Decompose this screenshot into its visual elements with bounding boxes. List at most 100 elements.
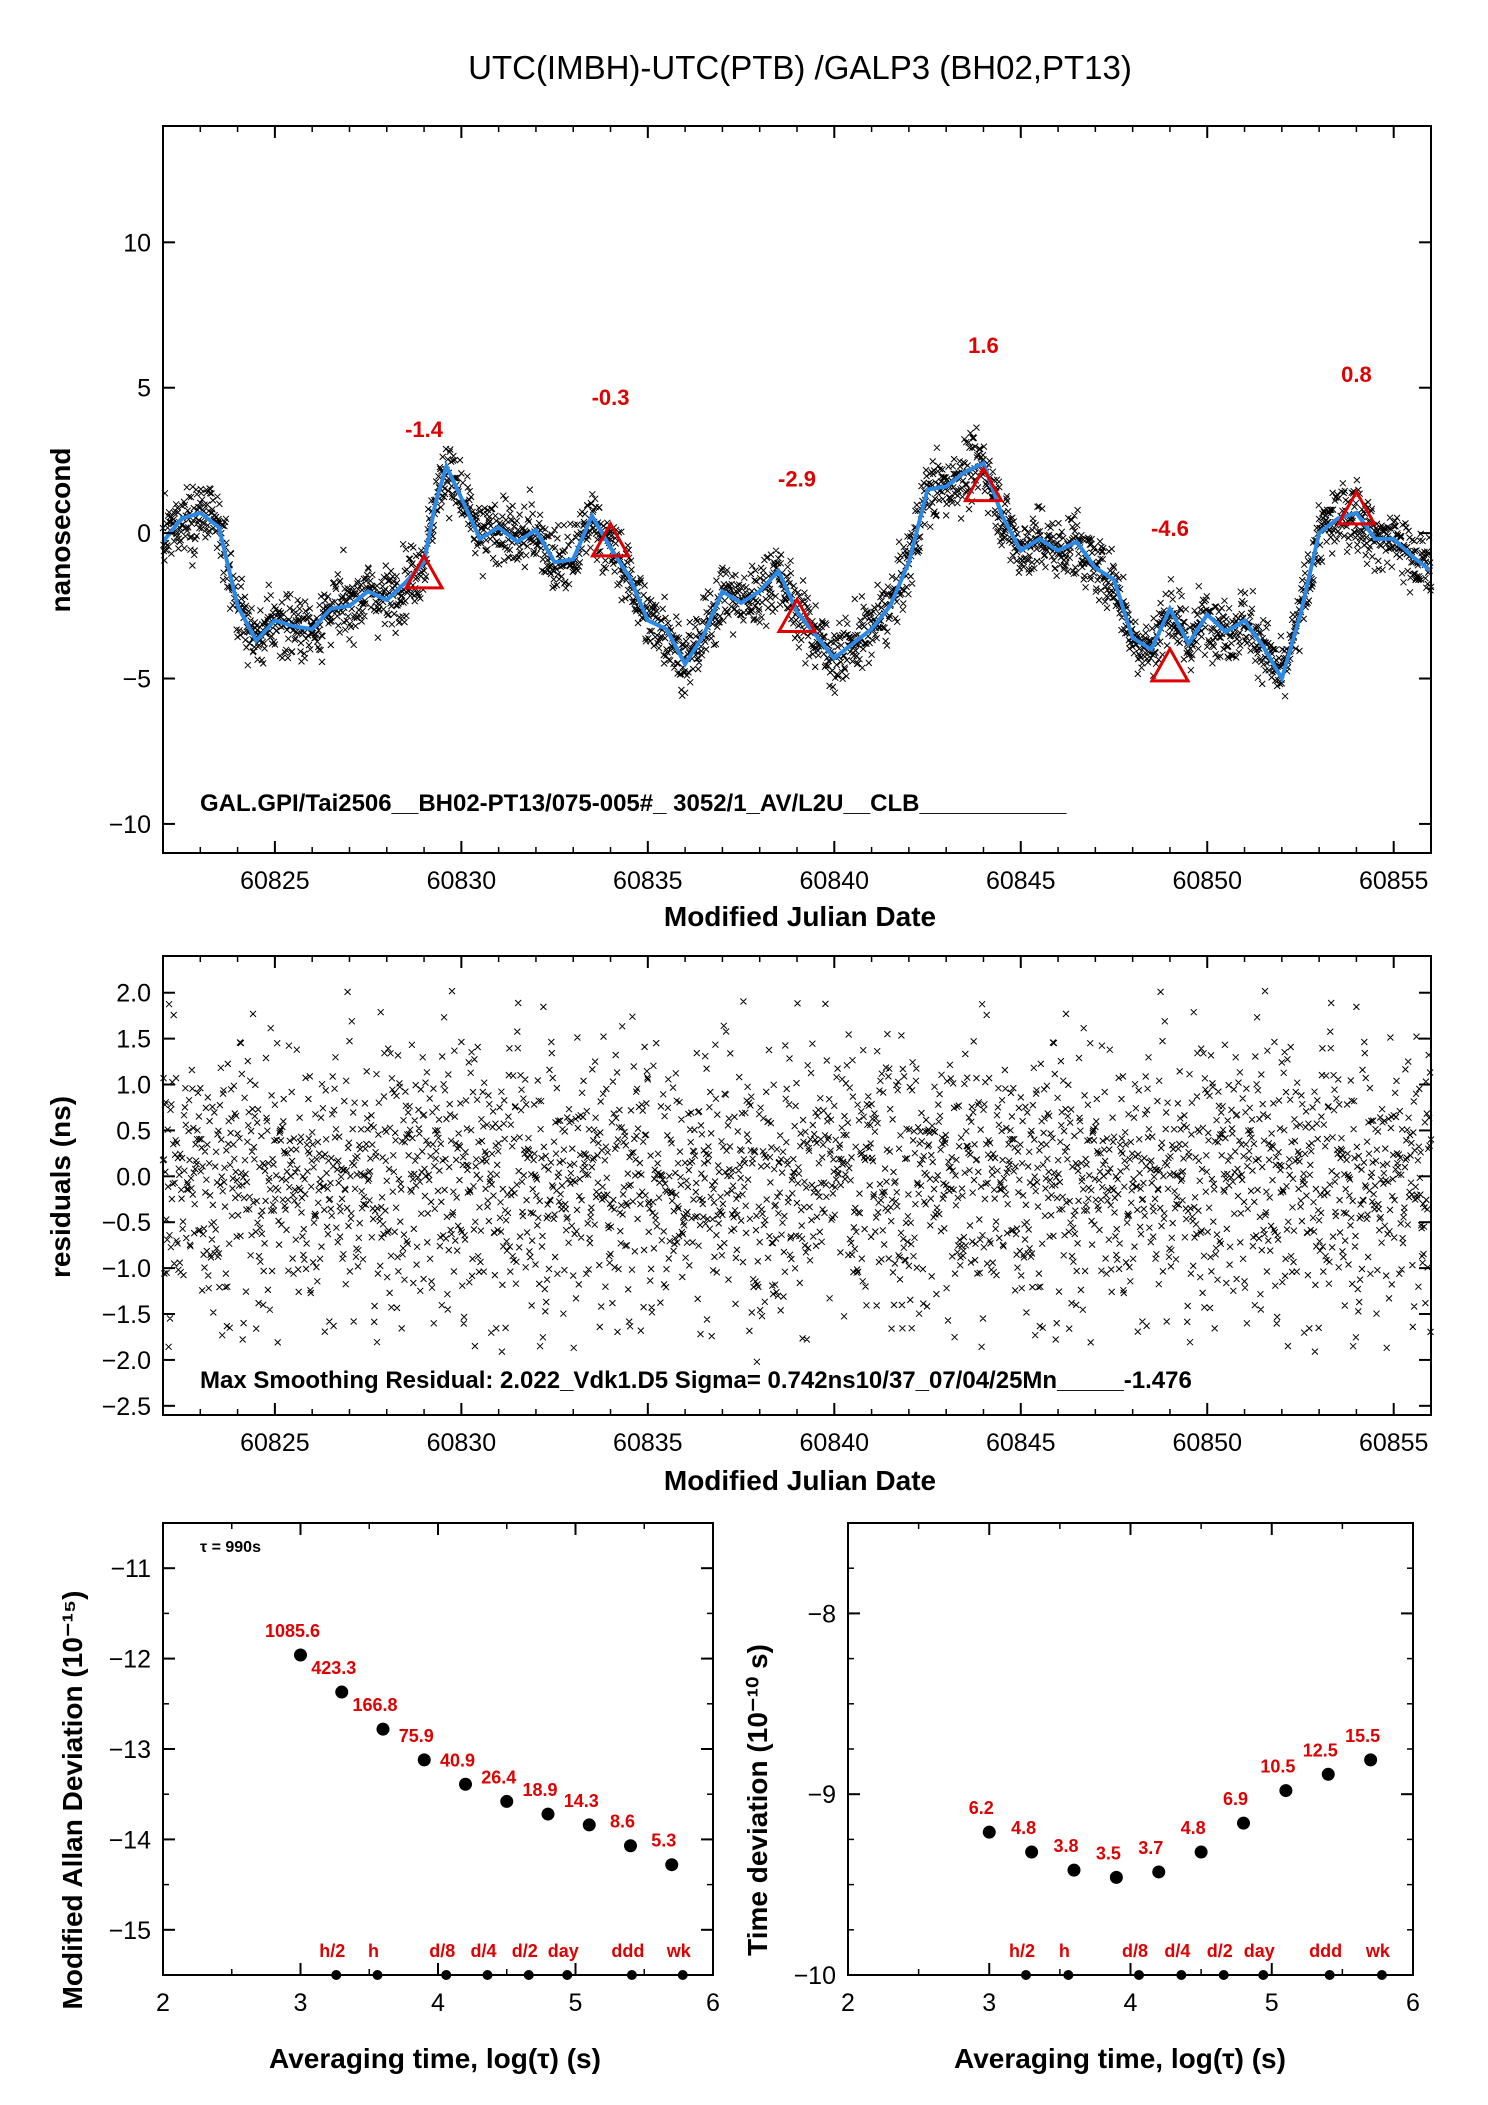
x-axis-label: Modified Julian Date (664, 1465, 936, 1496)
y-tick-label: −14 (109, 1826, 152, 1854)
axis-ticks: 2 3 4 5 6 −15 −14 −13 −12 −11 (109, 1522, 720, 2017)
triangle-marker (776, 596, 818, 633)
y-axis-label: nanosecond (45, 448, 76, 613)
deviation-value-label: 8.6 (610, 1812, 635, 1832)
marker-value-label: -0.3 (592, 385, 630, 410)
triangle-marker (1335, 488, 1377, 526)
y-axis-label: residuals (ns) (45, 1096, 76, 1278)
time-deviation-panel: 2 3 4 5 6 −10 −9 −8 6.2 4.8 3.8 3.5 3.7 4.8 6.9 10.5 12… (742, 1522, 1420, 2074)
time-marker-point (626, 1970, 637, 1980)
x-tick-label: 60840 (800, 867, 870, 895)
y-tick-label: −1.5 (102, 1301, 151, 1329)
time-marker-point (677, 1970, 688, 1980)
deviation-point (1321, 1767, 1335, 1781)
x-tick-label: 3 (294, 1989, 308, 2017)
x-tick-label: 5 (569, 1989, 583, 2017)
time-marker-label: ddd (1309, 1941, 1342, 1961)
time-marker-label: d/2 (512, 1941, 538, 1961)
x-tick-label: 4 (431, 1989, 445, 2017)
deviation-point (624, 1839, 637, 1853)
time-marker-point (562, 1970, 573, 1980)
triangle-marker (589, 520, 632, 558)
triangle-marker (962, 465, 1005, 503)
deviation-value-label: 12.5 (1303, 1740, 1338, 1760)
time-marker-label: d/8 (1122, 1941, 1148, 1961)
x-tick-label: 60855 (1359, 1429, 1429, 1457)
time-marker-point (482, 1970, 493, 1980)
x-tick-label: 60845 (986, 1429, 1056, 1457)
data-source-annotation: GAL.GPI/Tai2506__BH02-PT13/075-005#_ 305… (200, 790, 1067, 817)
x-tick-label: 60840 (800, 1429, 870, 1457)
deviation-value-label: 3.7 (1138, 1838, 1163, 1858)
deviation-point (1194, 1845, 1208, 1859)
deviation-value-label: 6.9 (1223, 1789, 1248, 1809)
modified-allan-deviation-panel: 2 3 4 5 6 −15 −14 −13 −12 −11 1085.6 423.3 166.875.… (57, 1522, 720, 2074)
deviation-value-label: 423.3 (311, 1658, 356, 1678)
x-axis-label: Averaging time, log(τ) (s) (954, 2043, 1286, 2074)
time-marker-point (523, 1970, 534, 1980)
x-tick-label: 2 (156, 1989, 170, 2017)
deviation-value-label: 3.8 (1053, 1836, 1078, 1856)
deviation-point (541, 1807, 555, 1821)
x-tick-label: 60830 (427, 867, 497, 895)
time-marker-point (1176, 1970, 1187, 1980)
deviation-point (1152, 1865, 1166, 1879)
x-axis-label: Modified Julian Date (664, 901, 936, 932)
time-marker-label: d/8 (429, 1941, 455, 1961)
y-tick-label: −11 (110, 1555, 151, 1583)
deviation-value-label: 75.9 (399, 1726, 434, 1746)
time-marker-point (1063, 1970, 1074, 1980)
marker-value-label: -2.9 (778, 467, 816, 492)
y-tick-label: −2.0 (102, 1347, 151, 1375)
time-marker-point (1324, 1970, 1335, 1980)
x-tick-label: 6 (706, 1989, 720, 2017)
time-marker-label: h (368, 1941, 379, 1961)
sample-markers: -1.4 -0.3 -2.9 1.6 -4.6 0.8 (403, 333, 1377, 683)
time-marker-label: h/2 (319, 1941, 345, 1961)
deviation-value-label: 18.9 (522, 1780, 557, 1800)
time-marker-point (1020, 1970, 1031, 1980)
triangle-marker (1149, 645, 1191, 683)
axis-ticks: 60825 60830 60835 60840 60845 60850 60855 −10 −5… (109, 126, 1432, 895)
time-marker-point (1376, 1970, 1387, 1980)
deviation-points: 6.2 4.8 3.8 3.5 3.7 4.8 6.9 10.5 12.5 15.5 h/2 h d/8… (969, 1726, 1391, 1980)
deviation-point (982, 1825, 996, 1839)
smoothed-curve (161, 460, 1433, 684)
deviation-value-label: 14.3 (564, 1791, 599, 1811)
deviation-point (1279, 1784, 1293, 1798)
y-tick-label: 0.0 (116, 1163, 151, 1191)
y-tick-label: −0.5 (102, 1209, 151, 1237)
deviation-point (376, 1722, 390, 1736)
x-tick-label: 6 (1406, 1989, 1420, 2017)
x-tick-label: 60825 (240, 867, 310, 895)
time-marker-point (372, 1970, 383, 1980)
deviation-value-label: 15.5 (1345, 1726, 1380, 1746)
y-tick-label: 0 (137, 520, 151, 548)
deviation-point (417, 1753, 431, 1767)
deviation-value-label: 26.4 (481, 1767, 516, 1787)
y-tick-label: 1.0 (116, 1072, 151, 1100)
x-tick-label: 60855 (1359, 867, 1429, 895)
x-tick-label: 60835 (613, 1429, 683, 1457)
deviation-point (1109, 1870, 1123, 1884)
x-tick-label: 60845 (986, 867, 1056, 895)
time-marker-label: d/2 (1207, 1941, 1233, 1961)
x-tick-label: 60850 (1172, 867, 1242, 895)
time-marker-label: day (548, 1941, 579, 1961)
y-tick-label: −12 (109, 1646, 151, 1674)
marker-value-label: 1.6 (968, 333, 999, 358)
y-tick-label: 1.5 (116, 1026, 151, 1054)
y-tick-label: −1.0 (102, 1255, 151, 1283)
y-tick-label: −10 (794, 1962, 836, 1990)
time-marker-point (1133, 1970, 1144, 1980)
axis-ticks: 2 3 4 5 6 −10 −9 −8 (794, 1522, 1420, 2017)
deviation-value-label: 5.3 (651, 1831, 676, 1851)
y-tick-label: −2.5 (102, 1393, 151, 1421)
axis-ticks: 60825 60830 60835 60840 60845 60850 60855 −2.5 −… (102, 956, 1432, 1457)
time-marker-point (1258, 1970, 1269, 1980)
deviation-points: 1085.6 423.3 166.875.9 40.9 26.4 18.9 14.3 8.6 5… (265, 1621, 692, 1980)
time-difference-panel: -1.4-0.3-2.91.6-4.60.8 60825 60830 60835 60… (45, 125, 1435, 932)
y-tick-label: −9 (807, 1781, 836, 1809)
x-tick-label: 3 (982, 1989, 996, 2017)
deviation-point (665, 1858, 679, 1872)
